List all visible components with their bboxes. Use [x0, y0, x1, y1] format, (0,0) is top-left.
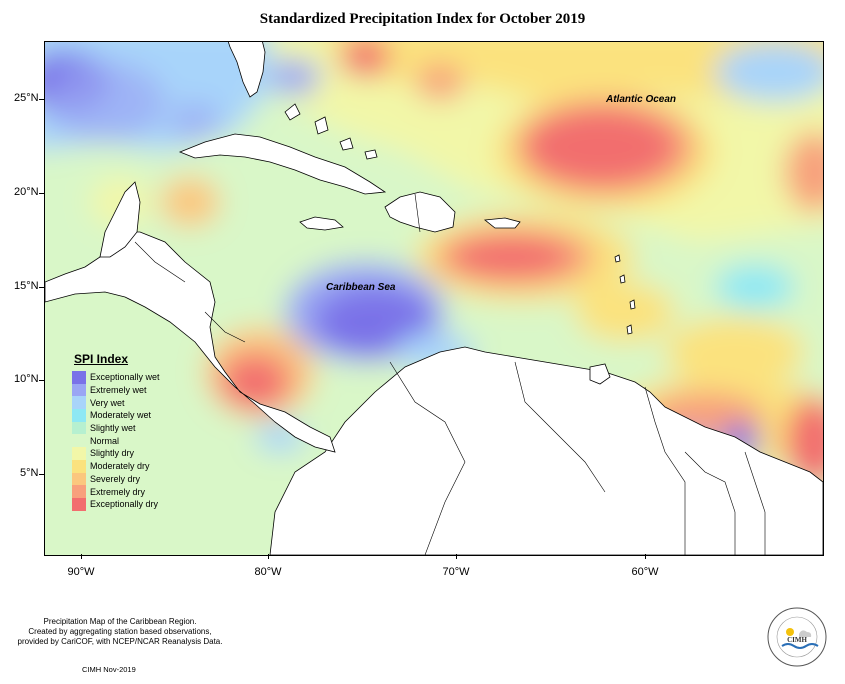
map-title: Standardized Precipitation Index for Oct… [259, 11, 586, 27]
footer-credit: CIMH Nov-2019 [82, 665, 136, 674]
legend-swatch [72, 497, 86, 511]
x-tick-mark [81, 554, 82, 559]
x-tick-label: 70°W [442, 566, 470, 578]
x-tick-mark [268, 554, 269, 559]
x-tick-label: 60°W [631, 566, 659, 578]
x-tick-label: 80°W [254, 566, 282, 578]
footer-line: provided by CariCOF, with NCEP/NCAR Rean… [17, 637, 223, 646]
legend-label: Extremely dry [90, 486, 146, 497]
legend-item: Normal [72, 434, 164, 448]
legend-label: Severely dry [90, 473, 141, 484]
spi-map-canvas [45, 42, 823, 555]
cimh-logo-icon: CIMH [767, 607, 827, 667]
y-tick-mark [39, 474, 44, 475]
legend-item: Moderately wet [72, 409, 164, 422]
legend-swatch [72, 409, 86, 422]
legend-swatch [72, 421, 86, 435]
y-tick-label: 20°N [14, 186, 39, 198]
x-tick-label: 90°W [67, 566, 95, 578]
cimh-logo: CIMH [766, 606, 828, 668]
legend-item: Extremely dry [72, 485, 164, 498]
legend-item: Severely dry [72, 472, 164, 486]
x-tick-mark [456, 554, 457, 559]
legend-label: Normal [90, 435, 120, 446]
legend-title: SPI Index [74, 352, 129, 366]
legend-swatch [72, 447, 86, 460]
legend-label: Very wet [90, 397, 125, 408]
legend-item: Exceptionally dry [72, 497, 164, 511]
legend-swatch [72, 459, 86, 473]
legend-label: Exceptionally wet [90, 372, 160, 383]
legend-swatch [72, 485, 86, 498]
y-tick-label: 5°N [20, 467, 39, 479]
legend-label: Exceptionally dry [90, 499, 159, 510]
country-borders [134, 193, 766, 555]
y-tick-label: 15°N [14, 280, 39, 292]
footer-description: Precipitation Map of the Caribbean Regio… [14, 617, 226, 647]
caribbean-sea-label: Caribbean Sea [326, 282, 396, 293]
footer-line: Precipitation Map of the Caribbean Regio… [43, 617, 197, 626]
atlantic-ocean-label: Atlantic Ocean [606, 94, 677, 105]
legend-items: Exceptionally wet Extremely wet Very wet Mo… [72, 371, 164, 511]
legend-swatch [72, 472, 86, 486]
legend-label: Slightly dry [90, 448, 135, 459]
x-tick-mark [645, 554, 646, 559]
legend-swatch [72, 396, 86, 410]
legend-item: Extremely wet [72, 383, 164, 397]
y-tick-mark [39, 193, 44, 194]
y-tick-label: 10°N [14, 373, 39, 385]
y-tick-mark [39, 380, 44, 381]
legend-label: Extremely wet [90, 385, 147, 396]
legend-label: Moderately dry [90, 461, 150, 472]
spi-map [44, 41, 824, 556]
legend-item: Very wet [72, 396, 164, 410]
legend-item: Slightly dry [72, 447, 164, 460]
y-tick-label: 25°N [14, 92, 39, 104]
logo-text: CIMH [787, 636, 807, 644]
legend-swatch [72, 383, 86, 397]
legend-swatch [72, 434, 86, 448]
y-tick-mark [39, 287, 44, 288]
footer-line: Created by aggregating station based obs… [28, 627, 212, 636]
legend-item: Slightly wet [72, 421, 164, 435]
spi-legend: SPI Index Exceptionally wet Extremely wet… [72, 352, 164, 511]
legend-label: Moderately wet [90, 410, 152, 421]
y-tick-mark [39, 99, 44, 100]
legend-label: Slightly wet [90, 423, 136, 434]
legend-swatch [72, 371, 86, 384]
legend-item: Moderately dry [72, 459, 164, 473]
legend-item: Exceptionally wet [72, 371, 164, 384]
